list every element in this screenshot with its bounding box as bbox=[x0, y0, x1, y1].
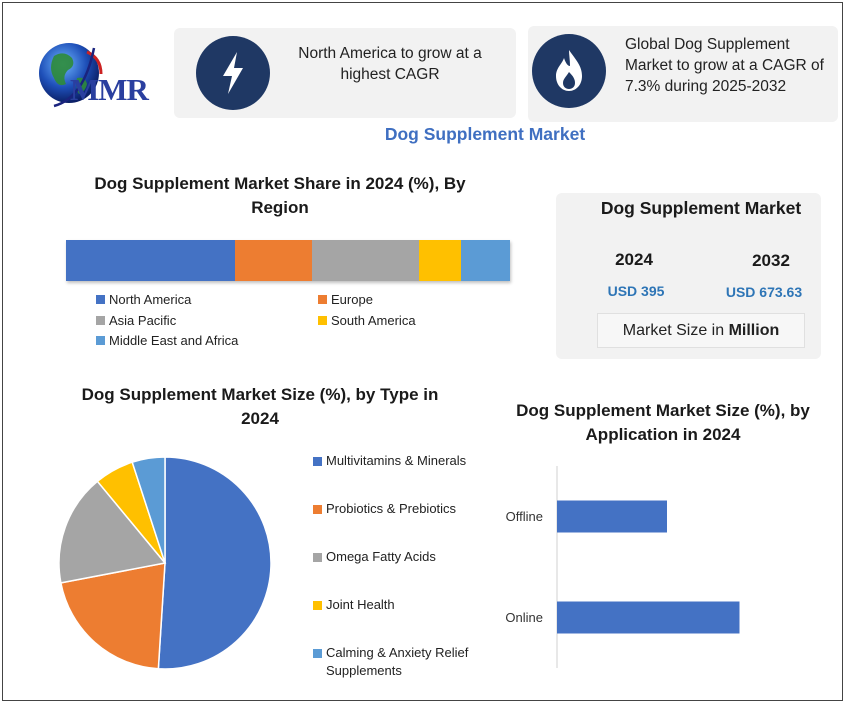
legend-swatch bbox=[318, 295, 327, 304]
market-size-prefix: Market Size in bbox=[622, 322, 729, 339]
region-bar-segment bbox=[234, 240, 313, 281]
market-size-unit-label: Million bbox=[728, 322, 780, 339]
category-tick-label: Offline bbox=[506, 509, 543, 524]
legend-swatch bbox=[96, 295, 105, 304]
legend-label: Europe bbox=[331, 292, 373, 307]
region-chart-title: Dog Supplement Market Share in 2024 (%),… bbox=[94, 174, 466, 217]
legend-label: North America bbox=[109, 292, 192, 307]
pie-slice bbox=[131, 456, 166, 564]
region-legend-item: North America bbox=[96, 292, 191, 307]
application-bar-chart: Offline Online bbox=[505, 466, 740, 668]
region-bar-segment bbox=[66, 240, 235, 281]
lightning-bolt-icon bbox=[223, 52, 243, 94]
legend-label: Asia Pacific bbox=[109, 313, 177, 328]
highlight-card-north-america: North America to grow at a highest CAGR bbox=[174, 28, 516, 118]
pie-slice bbox=[157, 456, 272, 670]
globe-icon bbox=[39, 43, 103, 108]
legend-swatch bbox=[313, 553, 322, 562]
type-legend-label: Probiotics & Prebiotics bbox=[326, 501, 457, 516]
value-2032: USD 673.63 bbox=[725, 284, 803, 300]
legend-swatch bbox=[96, 316, 105, 325]
legend-swatch bbox=[313, 457, 322, 466]
application-bar bbox=[557, 500, 667, 533]
year-2032: 2032 bbox=[752, 251, 790, 270]
type-legend-label: Omega Fatty Acids bbox=[326, 549, 436, 564]
legend-swatch bbox=[313, 601, 322, 610]
main-title: Dog Supplement Market bbox=[384, 124, 586, 144]
region-legend-item: Europe bbox=[318, 292, 373, 307]
region-legend-item: Middle East and Africa bbox=[96, 333, 238, 348]
card-icon-circle bbox=[532, 34, 606, 108]
region-stacked-bar bbox=[66, 240, 510, 281]
region-bar-segment bbox=[418, 240, 462, 281]
logo-text: MMR bbox=[70, 72, 149, 107]
pie-slice bbox=[58, 480, 167, 584]
type-legend-label: Calming & Anxiety Relief Supplements bbox=[326, 645, 469, 678]
application-bar bbox=[557, 601, 740, 634]
pie-slice bbox=[59, 562, 166, 670]
market-size-unit: Market Size in Million bbox=[597, 313, 805, 348]
region-bar-segment bbox=[312, 240, 419, 281]
card-text: Global Dog Supplement Market to grow at … bbox=[625, 36, 824, 95]
value-2024: USD 395 bbox=[607, 283, 665, 299]
legend-swatch bbox=[96, 336, 105, 345]
region-legend-item: Asia Pacific bbox=[96, 313, 176, 328]
highlight-card-cagr: Global Dog Supplement Market to grow at … bbox=[528, 26, 838, 122]
flame-icon bbox=[556, 50, 582, 91]
type-pie-chart bbox=[58, 456, 272, 670]
mmr-logo: MMR bbox=[22, 38, 162, 118]
year-2024: 2024 bbox=[615, 250, 653, 269]
market-box-title: Dog Supplement Market bbox=[600, 198, 802, 218]
card-text: North America to grow at a highest CAGR bbox=[298, 45, 482, 83]
legend-swatch bbox=[318, 316, 327, 325]
type-legend-label: Joint Health bbox=[326, 597, 395, 612]
card-icon-circle bbox=[196, 36, 270, 110]
type-legend-label: Multivitamins & Minerals bbox=[326, 453, 467, 468]
legend-label: Middle East and Africa bbox=[109, 333, 239, 348]
region-bar-segment bbox=[461, 240, 510, 281]
legend-label: South America bbox=[331, 313, 416, 328]
category-tick-label: Online bbox=[505, 610, 543, 625]
region-legend-item: South America bbox=[318, 313, 416, 328]
legend-swatch bbox=[313, 649, 322, 658]
type-chart-title: Dog Supplement Market Size (%), by Type … bbox=[81, 385, 439, 428]
application-chart-title: Dog Supplement Market Size (%), by Appli… bbox=[516, 401, 810, 444]
legend-swatch bbox=[313, 505, 322, 514]
